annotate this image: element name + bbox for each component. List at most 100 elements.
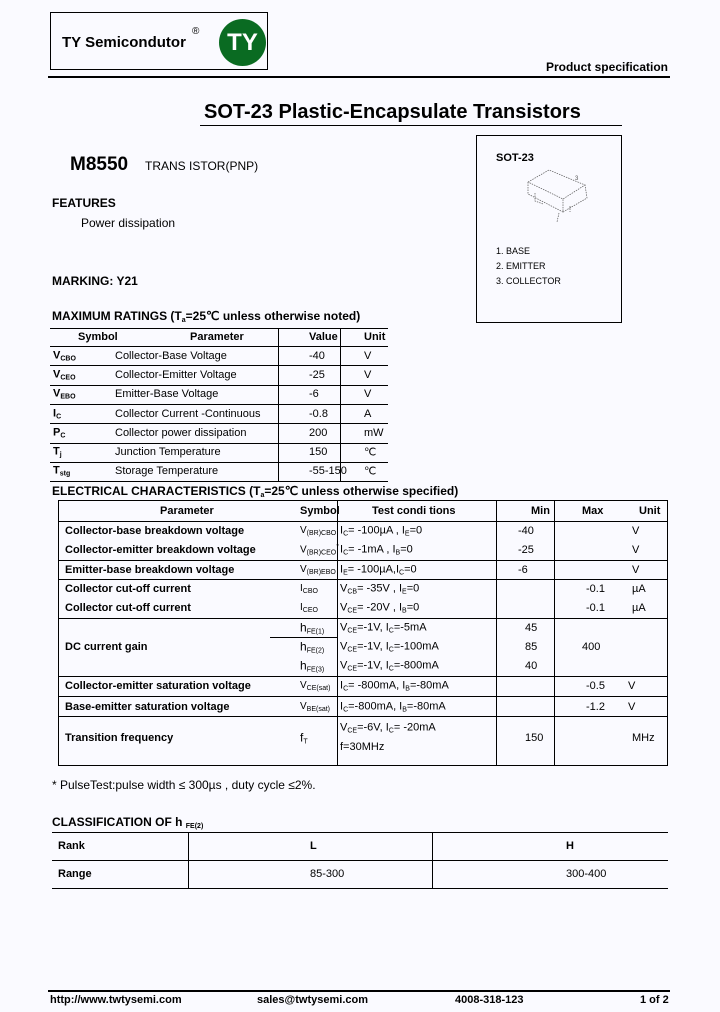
symbol: V(BR)CEO* <box>300 544 339 557</box>
symbol-main: T <box>53 445 60 458</box>
condition-text: I <box>340 679 344 692</box>
parameter: Collector-emitter breakdown voltage <box>65 544 256 556</box>
condition-text: =0 <box>406 601 420 614</box>
condition-text: =0 <box>406 582 420 595</box>
condition-text: =-800mA <box>393 659 439 672</box>
symbol: Tj <box>53 446 62 459</box>
symbol-subscript: stg <box>59 470 71 478</box>
condition-text: V <box>340 640 348 653</box>
condition-text: = -800mA, I <box>348 679 406 692</box>
min-value: -40 <box>518 525 534 537</box>
symbol-main: T <box>53 464 60 477</box>
unit: A <box>364 407 372 420</box>
table-rule <box>50 328 388 329</box>
parameter: Collector cut-off current <box>65 583 191 595</box>
symbol: V(BR)EBO <box>300 564 336 576</box>
rank-cell: H <box>566 840 574 852</box>
condition-text: =-100mA <box>393 640 439 653</box>
symbol: V(BR)CBO <box>300 525 336 537</box>
symbol: hFE(3) <box>300 659 324 674</box>
condition-subscript: CE <box>347 665 358 673</box>
test-condition: IC= -100µA , IE=0 <box>340 525 422 538</box>
brand-name: TY Semicondutor <box>62 34 186 51</box>
column-header: Unit <box>639 505 661 517</box>
spec-label: Product specification <box>545 60 668 74</box>
symbol: VEBO <box>53 388 76 401</box>
part-type: TRANS ISTOR(PNP) <box>145 159 259 173</box>
parameter: Collector-Base Voltage <box>115 349 227 362</box>
condition-subscript: C <box>388 646 394 654</box>
condition-subscript: CE <box>347 607 358 615</box>
unit: MHz <box>632 732 655 744</box>
symbol-main: f <box>300 730 304 745</box>
test-condition: IC= -1mA , IB=0 <box>340 544 413 557</box>
symbol-subscript: FE(3) <box>306 666 325 674</box>
min-value: 150 <box>525 732 544 744</box>
registered-mark: ® <box>192 26 200 37</box>
parameter: Collector Current -Continuous <box>115 407 261 420</box>
test-condition: VCB= -35V , IE=0 <box>340 583 419 596</box>
ty-logo: TY <box>219 19 266 66</box>
symbol-main: V <box>300 564 307 575</box>
table-rule <box>50 442 388 444</box>
symbol: PC <box>53 426 65 439</box>
condition-subscript: B <box>405 685 410 693</box>
condition-text: V <box>340 659 348 672</box>
condition-text: =-80mA <box>406 700 446 713</box>
parameter: Emitter-Base Voltage <box>115 388 219 401</box>
test-condition: VCE=-1V, IC=-100mA <box>340 641 439 654</box>
condition-text: = -20mA <box>393 721 436 734</box>
min-value: 85 <box>525 641 538 653</box>
condition-subscript: C <box>388 665 394 673</box>
table-rule <box>58 579 668 580</box>
symbol-main: V <box>53 387 61 400</box>
symbol-superscript: * <box>336 543 339 551</box>
symbol-main: h <box>300 658 307 673</box>
condition-text: I <box>340 524 344 537</box>
table-rule <box>270 637 337 638</box>
feature-item: Power dissipation <box>81 216 176 230</box>
condition-subscript: E <box>404 530 410 538</box>
symbol: ICEO <box>300 602 318 614</box>
value: -40 <box>309 349 325 362</box>
symbol-subscript: BE(sat) <box>306 706 331 713</box>
symbol-main: V <box>53 349 61 362</box>
value: 150 <box>309 446 328 459</box>
symbol-main: V <box>300 701 307 712</box>
condition-subscript: C <box>388 727 394 735</box>
footer-website[interactable]: http://www.twtysemi.com <box>50 994 182 1006</box>
value: 200 <box>309 426 328 439</box>
footer-page-number: 1 of 2 <box>640 994 669 1006</box>
parameter: Emitter-base breakdown voltage <box>65 564 235 576</box>
max-ratings-title: MAXIMUM RATINGS (Ta=25℃ unless otherwise… <box>52 309 361 324</box>
test-condition: VCE=-6V, IC= -20mA <box>340 722 436 735</box>
footer-phone: 4008-318-123 <box>455 994 524 1006</box>
parameter: Junction Temperature <box>115 446 221 459</box>
parameter: Collector cut-off current <box>65 602 191 614</box>
symbol-main: V <box>53 368 61 381</box>
parameter: Storage Temperature <box>115 465 219 478</box>
condition-subscript: C <box>343 530 349 538</box>
value: -0.8 <box>309 407 328 420</box>
column-header: Test condi tions <box>372 505 456 517</box>
symbol-subscript: FE(2) <box>306 647 325 655</box>
package-box <box>476 135 622 323</box>
condition-text: I <box>340 700 344 713</box>
condition-text: V <box>340 721 348 734</box>
test-condition: f=30MHz <box>340 741 384 753</box>
condition-text: V <box>340 621 348 634</box>
value: -25 <box>309 368 325 381</box>
condition-subscript: CE <box>347 727 358 735</box>
package-name: SOT-23 <box>496 152 534 164</box>
symbol-subscript: (BR)CBO <box>306 530 337 537</box>
table-rule <box>52 860 668 861</box>
column-header: Parameter <box>160 505 214 517</box>
footer-email[interactable]: sales@twtysemi.com <box>257 994 368 1006</box>
symbol: hFE(2) <box>300 640 324 655</box>
symbol-subscript: FE(1) <box>306 628 325 636</box>
condition-text: = -100µA,I <box>347 563 400 576</box>
unit: ℃ <box>364 465 377 478</box>
unit: µA <box>632 602 646 614</box>
table-rule <box>58 500 668 501</box>
